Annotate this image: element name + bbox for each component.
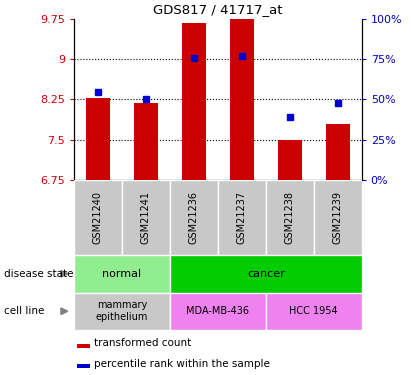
Text: GSM21240: GSM21240 [93, 191, 103, 244]
Bar [122, 180, 170, 255]
Text: GSM21241: GSM21241 [141, 191, 151, 244]
Text: cancer: cancer [247, 269, 285, 279]
Bar [77, 364, 90, 368]
Text: GSM21239: GSM21239 [333, 191, 343, 244]
Text: GSM21237: GSM21237 [237, 191, 247, 244]
Bar [74, 255, 170, 292]
Bar [266, 180, 314, 255]
Bar [266, 292, 362, 330]
Bar [230, 19, 254, 180]
Bar [218, 180, 266, 255]
Text: cell line: cell line [4, 306, 44, 316]
Bar [182, 23, 206, 180]
Text: mammary
epithelium: mammary epithelium [96, 300, 148, 322]
Bar [314, 180, 362, 255]
Bar [278, 140, 302, 180]
Bar [77, 344, 90, 348]
Text: MDA-MB-436: MDA-MB-436 [186, 306, 249, 316]
Bar [170, 180, 218, 255]
Bar [74, 180, 122, 255]
Bar [170, 292, 266, 330]
Text: transformed count: transformed count [94, 339, 192, 348]
Bar [134, 103, 158, 180]
Text: percentile rank within the sample: percentile rank within the sample [94, 359, 270, 369]
Text: disease state: disease state [4, 269, 74, 279]
Bar [326, 124, 350, 180]
Text: normal: normal [102, 269, 141, 279]
Text: GSM21238: GSM21238 [285, 191, 295, 244]
Bar [170, 255, 362, 292]
Text: GSM21236: GSM21236 [189, 191, 199, 244]
Text: HCC 1954: HCC 1954 [289, 306, 338, 316]
Bar [86, 98, 110, 180]
Bar [74, 292, 170, 330]
Title: GDS817 / 41717_at: GDS817 / 41717_at [153, 3, 283, 16]
